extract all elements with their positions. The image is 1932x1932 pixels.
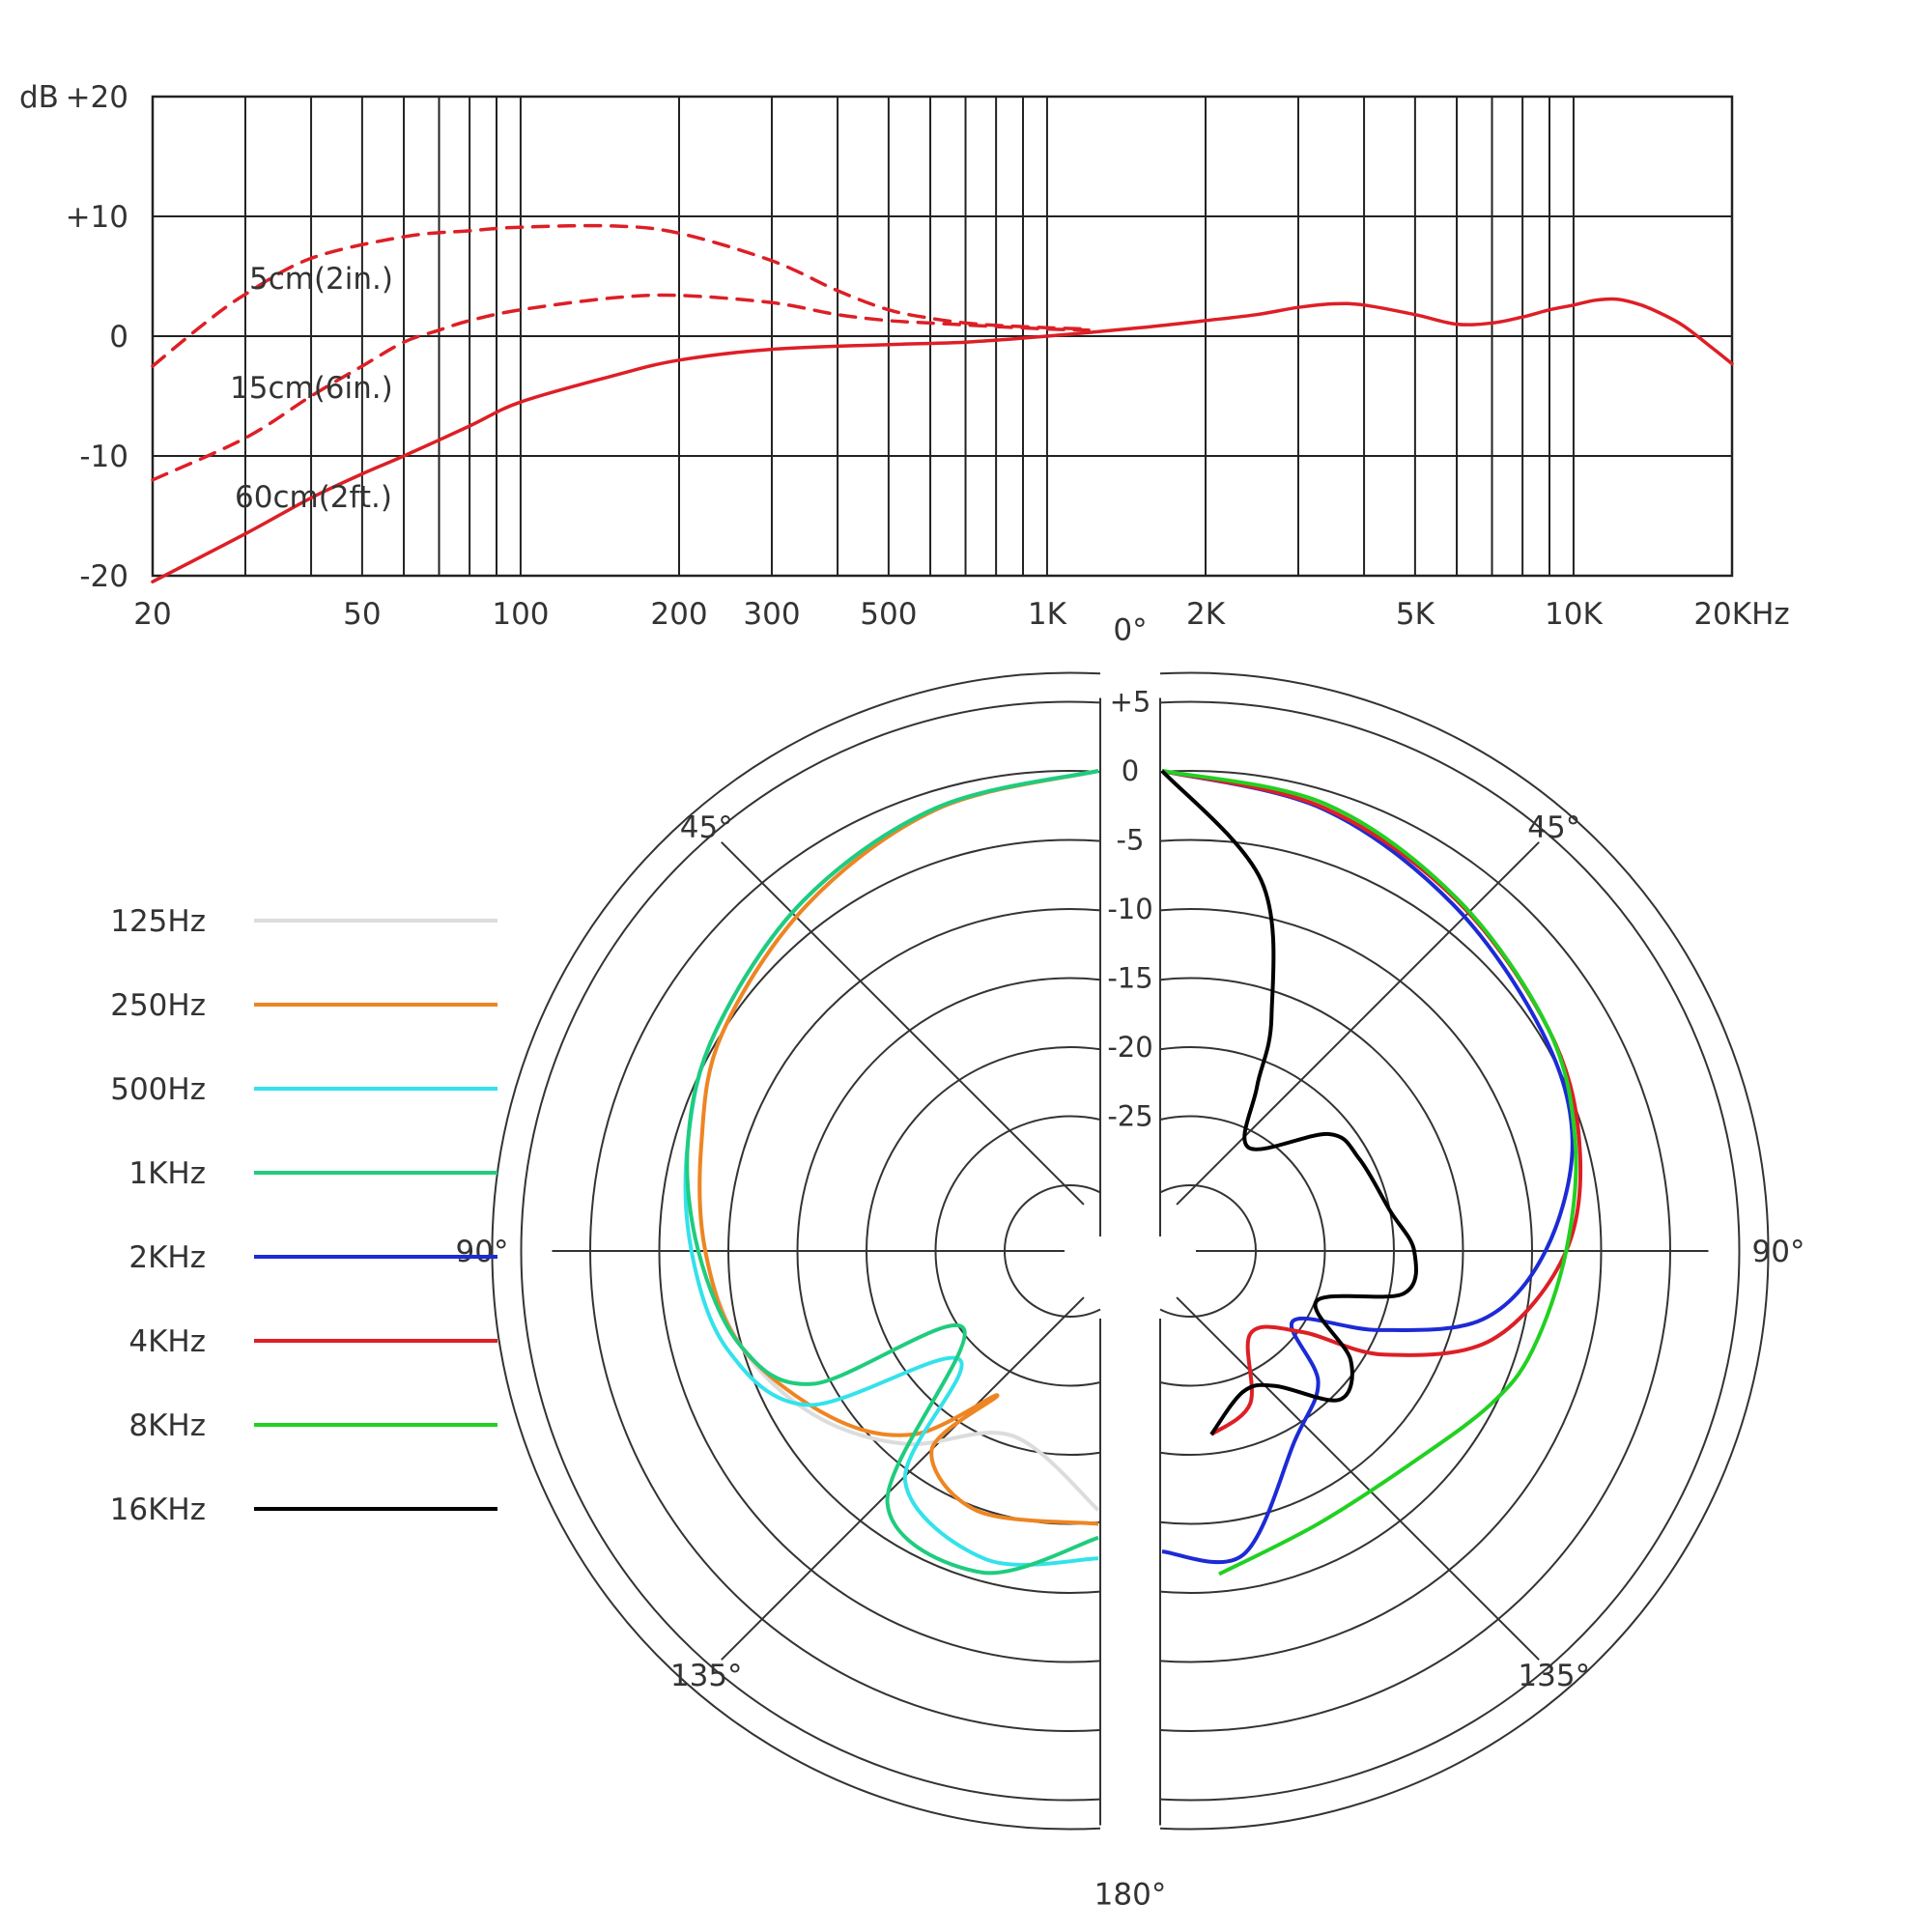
curve-label-15cm: 15cm(6in.) — [230, 371, 393, 406]
polar-labels: +5 0 -5 -10 -15 -20 -25 0° 45° 90° 135° 180° 45° 90° 1… — [456, 613, 1805, 1913]
polar-curve-250hz — [697, 769, 1099, 1526]
polar-curve-16khz — [1160, 769, 1419, 1436]
x-tick-label: 10K — [1545, 597, 1603, 632]
y-tick-labels: +20 +10 0 -10 -20 — [66, 80, 128, 594]
y-tick-label: 0 — [109, 320, 128, 355]
response-curve-15cm6in — [151, 293, 1091, 482]
polar-curve-4khz — [1161, 769, 1583, 1436]
y-tick-label: -20 — [79, 559, 128, 594]
curve-label-5cm: 5cm(2in.) — [249, 262, 393, 297]
legend-label-125hz: 125Hz — [110, 904, 206, 939]
polar-radial-axis — [721, 1296, 1085, 1661]
x-tick-label: 20 — [133, 597, 171, 632]
polar-pattern-chart: +5 0 -5 -10 -15 -20 -25 0° 45° 90° 135° 180° 45° 90° 1… — [456, 613, 1805, 1913]
ring-label: +5 — [1110, 686, 1151, 719]
x-tick-label: 200 — [650, 597, 707, 632]
ring-label-bg — [1101, 824, 1159, 858]
polar-angle-label: 90° — [456, 1235, 509, 1269]
ring-label-bg — [1101, 755, 1159, 788]
ring-label-bg — [1101, 962, 1159, 996]
ring-label-bg — [1101, 1100, 1159, 1134]
polar-radial-axis — [1176, 1296, 1540, 1661]
polar-angle-label: 45° — [680, 810, 733, 845]
polar-curve-8khz — [1161, 769, 1578, 1577]
polar-angle-label: 0° — [1113, 613, 1147, 648]
legend-label-250hz: 250Hz — [110, 988, 206, 1023]
polar-curve-500hz — [683, 769, 1099, 1567]
frequency-chart-frame — [151, 95, 1734, 578]
ring-label-bg — [1101, 894, 1159, 926]
x-tick-label: 100 — [492, 597, 549, 632]
response-curve-60cm2ft — [151, 297, 1734, 583]
ring-label-bg — [1101, 1032, 1159, 1065]
ring-label: -25 — [1107, 1100, 1152, 1133]
x-tick-label: 500 — [860, 597, 917, 632]
polar-curve-1khz — [685, 769, 1099, 1576]
curve-label-60cm: 60cm(2ft.) — [235, 480, 392, 515]
y-axis-unit-label: dB — [19, 80, 59, 115]
x-tick-labels: 20 50 100 200 300 500 1K 2K 5K 10K 20KHz — [133, 597, 1789, 632]
frequency-grid — [153, 96, 1733, 577]
x-tick-label: 1K — [1028, 597, 1067, 632]
polar-ring — [491, 671, 1101, 1831]
legend-label-500hz: 500Hz — [110, 1072, 206, 1107]
x-tick-label: 20KHz — [1693, 597, 1789, 632]
polar-angle-label: 135° — [1518, 1659, 1590, 1693]
x-tick-label: 50 — [343, 597, 381, 632]
polar-ring — [1159, 700, 1741, 1802]
polar-ring — [1159, 671, 1770, 1831]
polar-angle-label: 180° — [1094, 1878, 1167, 1913]
polar-angle-label: 45° — [1527, 810, 1580, 845]
legend-label-8khz: 8KHz — [128, 1408, 206, 1443]
legend-label-2khz: 2KHz — [128, 1240, 206, 1275]
y-tick-label: -10 — [79, 440, 128, 474]
x-tick-label: 5K — [1396, 597, 1435, 632]
polar-curves — [683, 769, 1583, 1577]
y-tick-label: +10 — [66, 200, 128, 235]
x-tick-label: 300 — [743, 597, 800, 632]
frequency-legend: 125Hz 250Hz 500Hz 1KHz 2KHz 4KHz 8KHz 16KHz — [110, 904, 497, 1527]
polar-radial-axis — [1176, 841, 1540, 1206]
x-tick-label: 2K — [1186, 597, 1226, 632]
legend-label-1khz: 1KHz — [128, 1156, 206, 1191]
ring-label-bg — [1101, 686, 1159, 720]
ring-label: -15 — [1107, 962, 1152, 995]
legend-label-4khz: 4KHz — [128, 1324, 206, 1359]
y-tick-label: +20 — [66, 80, 128, 115]
polar-radial-axis — [721, 841, 1085, 1206]
frequency-response-chart: dB +20 +10 0 -10 -20 20 50 100 200 300 500 1K 2K 5K 1… — [19, 80, 1790, 632]
polar-angle-label: 135° — [670, 1659, 743, 1693]
polar-curve-2khz — [1161, 769, 1575, 1565]
ring-label: -20 — [1107, 1031, 1152, 1064]
ring-label: -10 — [1107, 893, 1152, 925]
polar-grid — [491, 671, 1770, 1831]
polar-ring — [520, 700, 1101, 1802]
polar-angle-label: 90° — [1752, 1235, 1805, 1269]
response-curves — [151, 223, 1734, 583]
ring-label: -5 — [1117, 824, 1145, 857]
legend-label-16khz: 16KHz — [110, 1492, 206, 1527]
ring-label: 0 — [1122, 754, 1139, 787]
